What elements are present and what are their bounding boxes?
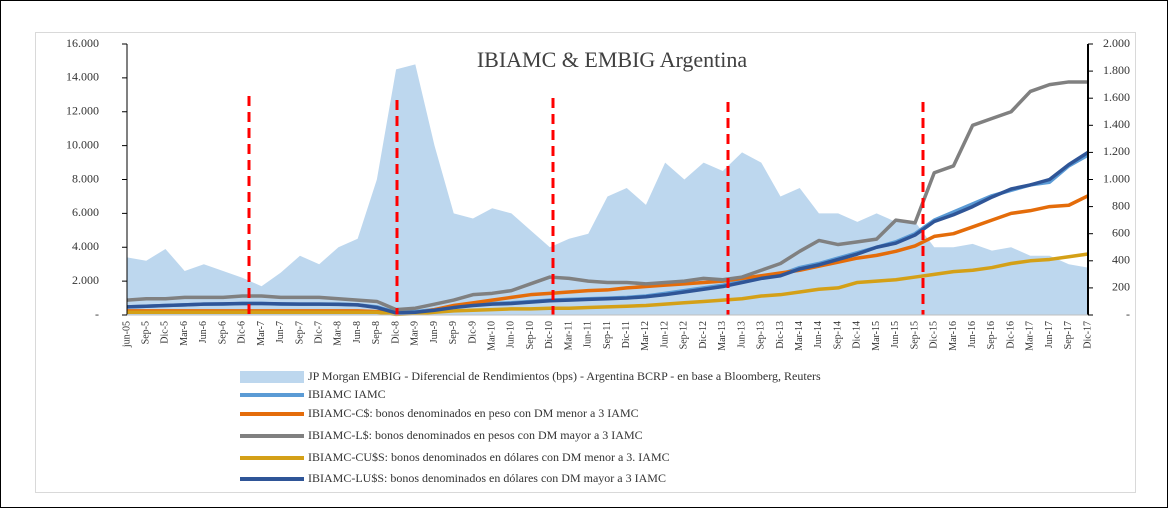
x-tick-label: Dic-12 <box>698 321 709 349</box>
y-tick-label: 4.000 <box>72 239 99 253</box>
x-tick-label: Dic-6 <box>237 321 248 344</box>
x-tick-label: Jun-11 <box>583 321 594 348</box>
x-tick-label: Mar-17 <box>1025 321 1036 351</box>
x-tick-label: Mar-8 <box>333 321 344 346</box>
x-tick-label: Mar-15 <box>871 321 882 351</box>
line <box>127 252 1089 317</box>
x-tick-label: Jun-7 <box>275 321 286 343</box>
y-tick-label: 10.000 <box>66 137 99 151</box>
x-tick-label: Dic-13 <box>775 321 786 349</box>
x-tick-label: Dic-10 <box>544 321 555 349</box>
y2-tick-label: 400 <box>1112 253 1130 267</box>
x-tick-label: Dic-11 <box>621 321 632 348</box>
x-tick-label: Mar-12 <box>640 321 651 351</box>
x-tick-label: Mar-9 <box>410 321 421 346</box>
y2-tick-label: 1.600 <box>1103 90 1130 104</box>
legend-swatch <box>240 371 304 383</box>
x-tick-label: Sep-12 <box>679 321 690 349</box>
x-tick-label: Sep-16 <box>986 321 997 349</box>
x-tick-label: jun-05 <box>121 321 132 348</box>
x-tick-label: Sep-9 <box>448 321 459 344</box>
x-tick-label: Jun-8 <box>352 321 363 343</box>
x-tick-label: Mar-16 <box>948 321 959 351</box>
y2-tick-label: 1.400 <box>1103 117 1130 131</box>
chart-title: IBIAMC & EMBIG Argentina <box>477 47 748 72</box>
y-tick-label: 8.000 <box>72 171 99 185</box>
legend-label: JP Morgan EMBIG - Diferencial de Rendimi… <box>308 369 821 383</box>
x-tick-label: Mar-7 <box>256 321 267 346</box>
plot-area <box>126 64 1089 317</box>
x-tick-label: Sep-13 <box>756 321 767 349</box>
x-tick-label: Jun-12 <box>659 321 670 348</box>
legend-label: IBIAMC IAMC <box>308 387 386 401</box>
x-tick-label: Dic-15 <box>929 321 940 349</box>
x-tick-label: Dic-9 <box>467 321 478 344</box>
legend-label: IBIAMC-LU$S: bonos denominados en dólare… <box>308 471 666 485</box>
x-tick-label: Dic-7 <box>313 321 324 344</box>
x-tick-label: Mar-11 <box>563 321 574 350</box>
x-tick-label: Mar-10 <box>486 321 497 351</box>
x-tick-label: Sep-5 <box>141 321 152 344</box>
legend-label: IBIAMC-L$: bonos denominados en pesos co… <box>308 428 643 442</box>
y2-tick-label: 200 <box>1112 280 1130 294</box>
x-tick-label: Jun-6 <box>198 321 209 343</box>
y2-tick-label: 600 <box>1112 225 1130 239</box>
x-tick-label: Jun-16 <box>967 321 978 348</box>
line <box>126 150 1089 315</box>
x-tick-label: Sep-11 <box>602 321 613 349</box>
x-tick-label: Dic-17 <box>1082 321 1093 349</box>
line <box>126 80 1088 312</box>
x-tick-label: Mar-6 <box>179 321 190 346</box>
x-tick-label: Mar-14 <box>794 321 805 351</box>
y2-tick-label: - <box>1126 307 1130 321</box>
x-tick-label: Mar-13 <box>717 321 728 351</box>
area <box>127 64 1088 315</box>
x-tick-label: Jun-15 <box>890 321 901 348</box>
y2-tick-label: 2.000 <box>1103 36 1130 50</box>
x-tick-label: Jun-9 <box>429 321 440 343</box>
y-tick-label: 14.000 <box>66 70 99 84</box>
y2-tick-label: 1.800 <box>1103 63 1130 77</box>
x-tick-label: Dic-16 <box>1005 321 1016 349</box>
x-tick-label: Sep-15 <box>909 321 920 349</box>
y-tick-label: 12.000 <box>66 104 99 118</box>
legend-label: IBIAMC-CU$S: bonos denominados en dólare… <box>308 450 670 464</box>
x-tick-label: Dic-8 <box>390 321 401 344</box>
x-tick-label: Sep-6 <box>217 321 228 344</box>
x-tick-label: Jun-17 <box>1044 321 1055 348</box>
x-tick-label: Sep-7 <box>294 321 305 344</box>
x-tick-label: Jun-13 <box>736 321 747 348</box>
y2-tick-label: 1.200 <box>1103 144 1130 158</box>
x-tick-label: Sep-10 <box>525 321 536 349</box>
y-tick-label: - <box>95 307 99 321</box>
x-tick-label: Dic-14 <box>852 321 863 349</box>
y2-tick-label: 1.000 <box>1103 171 1130 185</box>
legend-label: IBIAMC-C$: bonos denominados en peso con… <box>308 406 639 420</box>
x-tick-label: Dic-5 <box>160 321 171 344</box>
y-tick-label: 2.000 <box>72 273 99 287</box>
x-tick-label: Sep-8 <box>371 321 382 344</box>
x-tick-label: Sep-14 <box>832 321 843 349</box>
x-tick-label: Jun-14 <box>813 321 824 348</box>
x-tick-label: Sep-17 <box>1063 321 1074 349</box>
red-markers <box>247 96 925 315</box>
y-tick-label: 6.000 <box>72 205 99 219</box>
x-tick-label: Jun-10 <box>506 321 517 348</box>
y2-tick-label: 800 <box>1112 198 1130 212</box>
y-tick-label: 16.000 <box>66 36 99 50</box>
